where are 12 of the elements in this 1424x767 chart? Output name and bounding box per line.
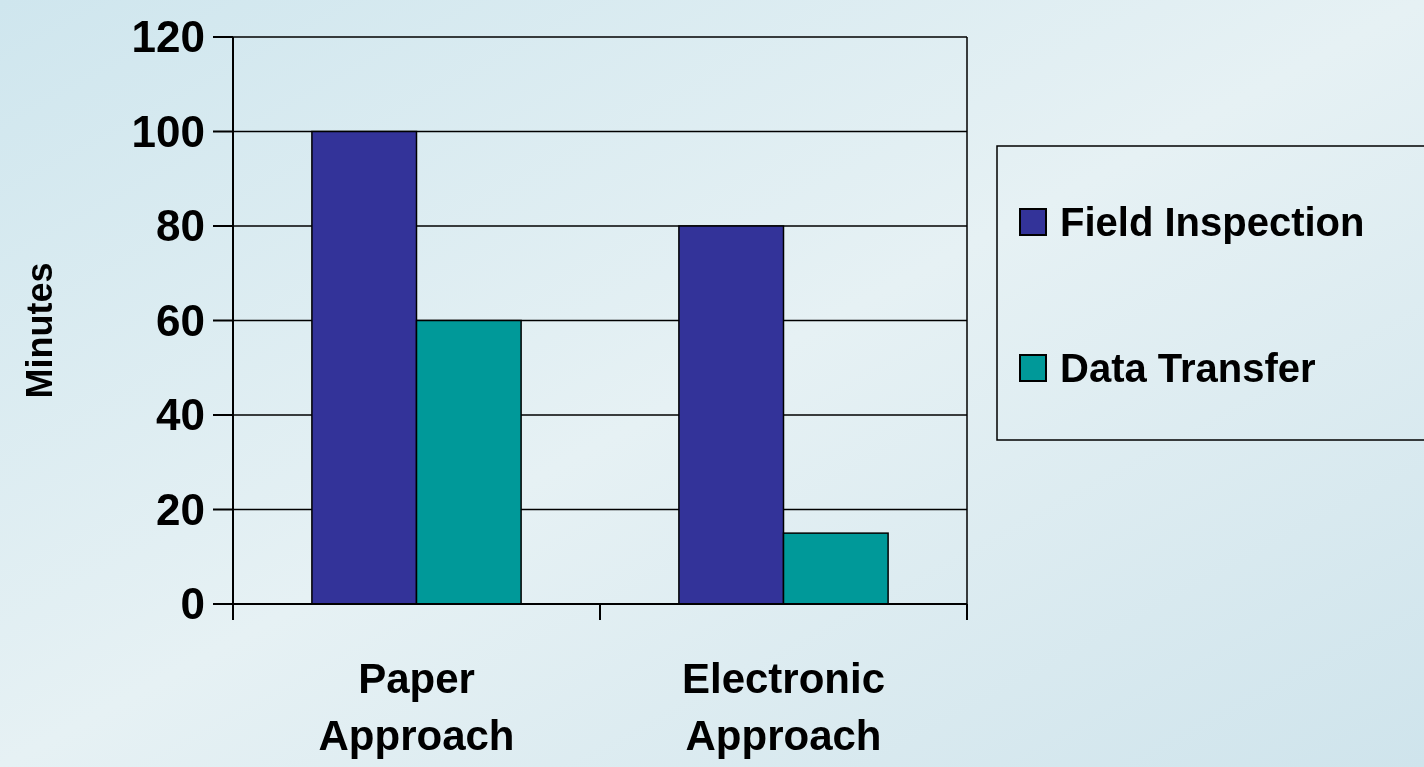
y-tick-label: 80 <box>156 201 205 251</box>
y-axis-title: Minutes <box>19 262 60 399</box>
y-tick-label: 120 <box>131 12 205 62</box>
x-tick-label: Electronic Approach <box>681 655 886 759</box>
legend-label: Field Inspection <box>1060 200 1365 244</box>
y-tick-label: 20 <box>156 484 205 534</box>
y-tick-label: 60 <box>156 295 205 345</box>
y-tick-label: 100 <box>131 106 205 156</box>
y-tick-label: 0 <box>180 579 205 629</box>
y-tick-label: 40 <box>156 390 205 440</box>
x-tick-label: Paper Approach <box>318 655 515 759</box>
legend-label: Data Transfer <box>1060 346 1316 390</box>
